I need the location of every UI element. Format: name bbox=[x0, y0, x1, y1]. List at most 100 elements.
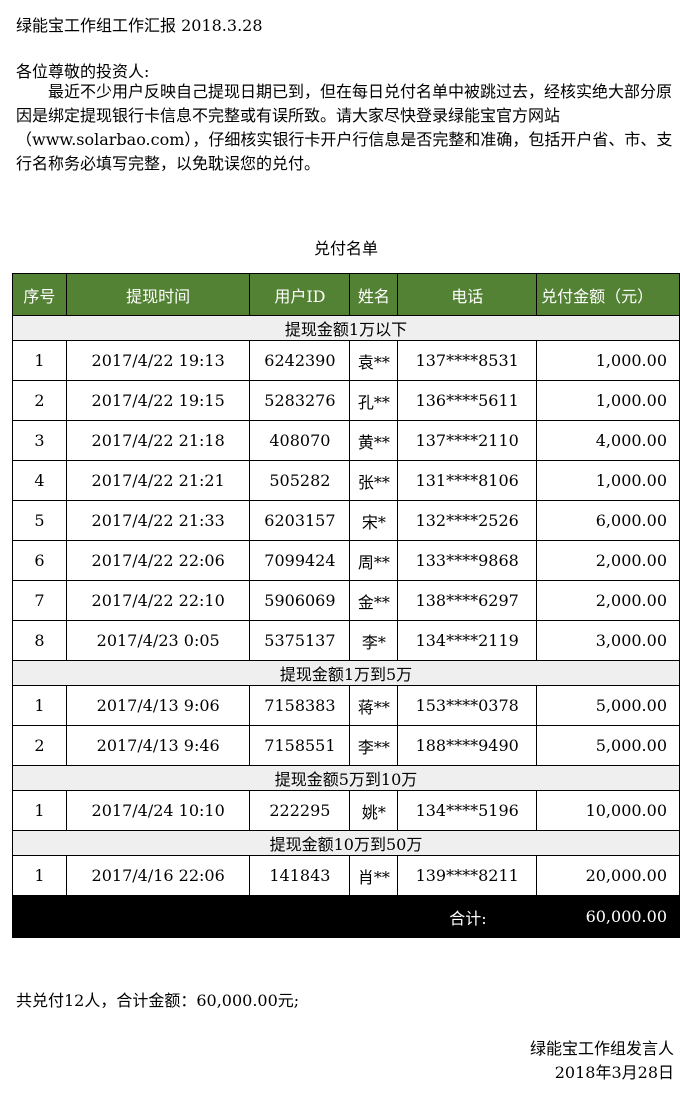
table-cell: 2017/4/16 22:06 bbox=[65, 855, 251, 896]
table-cell: 137****2110 bbox=[397, 420, 538, 461]
table-cell: 6242390 bbox=[249, 340, 351, 381]
table-cell: 6203157 bbox=[249, 500, 351, 541]
table-cell: 138****6297 bbox=[397, 580, 538, 621]
table-cell: 2017/4/22 19:15 bbox=[65, 380, 251, 421]
table-cell: 7099424 bbox=[249, 540, 351, 581]
table-cell: 134****5196 bbox=[397, 790, 538, 831]
table-cell: 2017/4/22 21:21 bbox=[65, 460, 251, 501]
table-cell: 2017/4/24 10:10 bbox=[65, 790, 251, 831]
table-cell: 李* bbox=[349, 620, 399, 661]
group-row: 提现金额10万到50万 bbox=[12, 830, 680, 856]
group-row: 提现金额5万到10万 bbox=[12, 765, 680, 791]
column-header: 用户ID bbox=[249, 273, 351, 316]
table-cell: 金** bbox=[349, 580, 399, 621]
table-cell: 2017/4/13 9:06 bbox=[65, 685, 251, 726]
table-cell: 7 bbox=[12, 580, 67, 621]
table-cell: 1 bbox=[12, 340, 67, 381]
column-header: 兑付金额（元） bbox=[536, 273, 680, 316]
table-cell: 131****8106 bbox=[397, 460, 538, 501]
table-row: 4 2017/4/22 21:21 505282 张** 131****8106 1,00… bbox=[12, 460, 680, 501]
table-cell: 139****8211 bbox=[397, 855, 538, 896]
table-cell: 8 bbox=[12, 620, 67, 661]
greeting: 各位尊敬的投资人: bbox=[16, 62, 150, 81]
table-row: 1 2017/4/13 9:06 7158383 蒋** 153****0378 5,00… bbox=[12, 685, 680, 726]
table-cell: 505282 bbox=[249, 460, 351, 501]
table-cell: 1 bbox=[12, 855, 67, 896]
table-cell: 黄** bbox=[349, 420, 399, 461]
table-cell: 姚* bbox=[349, 790, 399, 831]
table-cell: 2017/4/22 19:13 bbox=[65, 340, 251, 381]
table-row: 2 2017/4/13 9:46 7158551 李** 188****9490 5,00… bbox=[12, 725, 680, 766]
table-row: 3 2017/4/22 21:18 408070 黄** 137****2110 4,00… bbox=[12, 420, 680, 461]
table-cell: 136****5611 bbox=[397, 380, 538, 421]
table-cell: 134****2119 bbox=[397, 620, 538, 661]
table-cell: 137****8531 bbox=[397, 340, 538, 381]
summary-text: 共兑付12人，合计金额：60,000.00元; bbox=[16, 991, 300, 1010]
table-cell: 1,000.00 bbox=[536, 380, 680, 421]
payment-table: 序号 提现时间 用户ID 姓名 电话 兑付金额（元） 提现金额1万以下 1 2017/4/22… bbox=[11, 273, 680, 938]
table-row: 1 2017/4/22 19:13 6242390 袁** 137****8531 1,0… bbox=[12, 340, 680, 381]
total-value: 60,000.00 bbox=[536, 895, 680, 938]
table-cell: 1 bbox=[12, 685, 67, 726]
table-cell: 5375137 bbox=[249, 620, 351, 661]
table-cell: 2,000.00 bbox=[536, 580, 680, 621]
table-cell: 2017/4/22 21:18 bbox=[65, 420, 251, 461]
report-title: 绿能宝工作组工作汇报 2018.3.28 bbox=[16, 16, 263, 35]
table-cell: 153****0378 bbox=[397, 685, 538, 726]
table-cell: 2017/4/13 9:46 bbox=[65, 725, 251, 766]
group-label: 提现金额5万到10万 bbox=[12, 765, 680, 791]
table-row: 5 2017/4/22 21:33 6203157 宋* 132****2526 6,00… bbox=[12, 500, 680, 541]
table-cell: 5906069 bbox=[249, 580, 351, 621]
table-row: 8 2017/4/23 0:05 5375137 李* 134****2119 3,000… bbox=[12, 620, 680, 661]
column-header: 电话 bbox=[397, 273, 538, 316]
table-cell: 5 bbox=[12, 500, 67, 541]
table-cell: 肖** bbox=[349, 855, 399, 896]
table-cell: 141843 bbox=[249, 855, 351, 896]
group-label: 提现金额1万以下 bbox=[12, 315, 680, 341]
table-row: 1 2017/4/24 10:10 222295 姚* 134****5196 10,00… bbox=[12, 790, 680, 831]
table-cell: 孔** bbox=[349, 380, 399, 421]
table-cell: 1,000.00 bbox=[536, 460, 680, 501]
table-cell: 3 bbox=[12, 420, 67, 461]
notice-paragraph: 最近不少用户反映自己提现日期已到，但在每日兑付名单中被跳过去，经核实绝大部分原因… bbox=[16, 82, 673, 173]
table-cell: 188****9490 bbox=[397, 725, 538, 766]
table-row: 1 2017/4/16 22:06 141843 肖** 139****8211 20,0… bbox=[12, 855, 680, 896]
table-cell: 6,000.00 bbox=[536, 500, 680, 541]
total-label: 合计: bbox=[397, 895, 537, 938]
table-cell: 2017/4/22 22:10 bbox=[65, 580, 251, 621]
column-header: 序号 bbox=[12, 273, 67, 316]
table-cell: 1,000.00 bbox=[536, 340, 680, 381]
table-cell: 2017/4/22 22:06 bbox=[65, 540, 251, 581]
table-cell: 2 bbox=[12, 380, 67, 421]
table-cell: 7158383 bbox=[249, 685, 351, 726]
signature: 绿能宝工作组发言人 bbox=[529, 1039, 674, 1058]
table-row: 6 2017/4/22 22:06 7099424 周** 133****9868 2,0… bbox=[12, 540, 680, 581]
table-cell: 2017/4/23 0:05 bbox=[65, 620, 251, 661]
table-cell: 张** bbox=[349, 460, 399, 501]
table-cell: 4 bbox=[12, 460, 67, 501]
table-cell: 周** bbox=[349, 540, 399, 581]
table-cell: 5,000.00 bbox=[536, 685, 680, 726]
table-cell: 408070 bbox=[249, 420, 351, 461]
group-label: 提现金额1万到5万 bbox=[12, 660, 680, 686]
group-row: 提现金额1万以下 bbox=[12, 315, 680, 341]
table-cell: 5,000.00 bbox=[536, 725, 680, 766]
table-row: 2 2017/4/22 19:15 5283276 孔** 136****5611 1,0… bbox=[12, 380, 680, 421]
table-cell: 3,000.00 bbox=[536, 620, 680, 661]
table-cell: 2,000.00 bbox=[536, 540, 680, 581]
total-row: 合计: 60,000.00 bbox=[11, 895, 680, 938]
group-label: 提现金额10万到50万 bbox=[12, 830, 680, 856]
table-cell: 133****9868 bbox=[397, 540, 538, 581]
table-cell: 5283276 bbox=[249, 380, 351, 421]
table-cell: 132****2526 bbox=[397, 500, 538, 541]
table-cell: 2017/4/22 21:33 bbox=[65, 500, 251, 541]
table-cell: 7158551 bbox=[249, 725, 351, 766]
table-cell: 2 bbox=[12, 725, 67, 766]
table-cell: 10,000.00 bbox=[536, 790, 680, 831]
table-row: 7 2017/4/22 22:10 5906069 金** 138****6297 2,0… bbox=[12, 580, 680, 621]
group-row: 提现金额1万到5万 bbox=[12, 660, 680, 686]
table-cell: 20,000.00 bbox=[536, 855, 680, 896]
table-cell: 6 bbox=[12, 540, 67, 581]
table-cell: 蒋** bbox=[349, 685, 399, 726]
